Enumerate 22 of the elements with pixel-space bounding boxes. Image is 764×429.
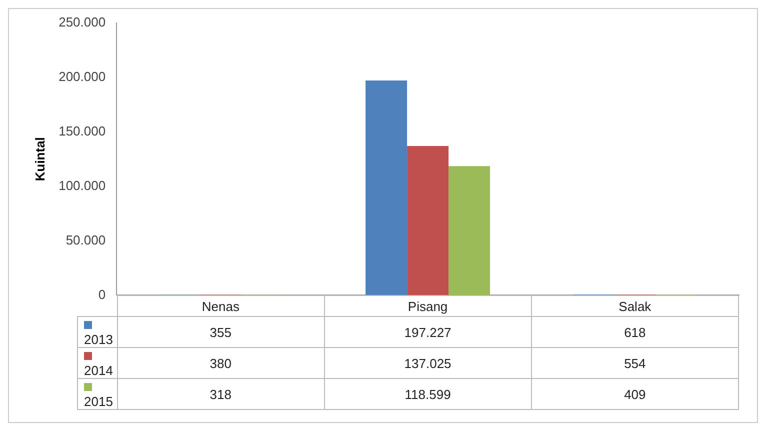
data-label: 137.025 — [324, 348, 532, 379]
legend-label: 2013 — [78, 316, 118, 348]
x-tick-label: Salak — [531, 296, 738, 317]
data-label: 355 — [117, 316, 324, 348]
y-tick-label: 150.000 — [58, 123, 106, 138]
data-label: 554 — [531, 348, 738, 379]
data-label: 618 — [531, 316, 738, 348]
y-tick-label: 250.000 — [58, 14, 106, 30]
data-label: 118.599 — [324, 378, 532, 410]
legend-label: 2014 — [78, 348, 118, 379]
y-tick-label: 100.000 — [58, 178, 106, 193]
x-tick-label: Pisang — [324, 296, 532, 317]
y-axis-title: Kuintal — [32, 137, 48, 182]
legend-label: 2015 — [78, 378, 118, 410]
data-label: 380 — [117, 348, 324, 379]
data-label: 318 — [117, 378, 324, 410]
data-label: 409 — [531, 378, 738, 410]
y-tick-label: 0 — [98, 286, 106, 302]
data-label: 197.227 — [324, 316, 532, 348]
y-tick-label: 50.000 — [66, 232, 106, 248]
y-tick-label: 200.000 — [58, 69, 106, 84]
x-tick-label: Nenas — [117, 296, 324, 317]
